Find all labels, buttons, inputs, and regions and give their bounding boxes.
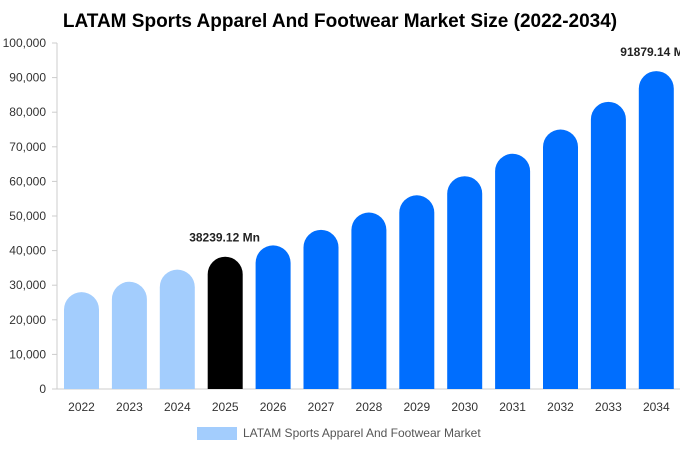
x-tick-label: 2026 [260,400,287,414]
x-tick-label: 2033 [595,400,622,414]
x-tick-label: 2024 [164,400,191,414]
bar[interactable] [303,229,339,389]
y-tick-label: 20,000 [9,313,46,327]
y-tick-label: 100,000 [3,36,47,50]
x-tick-label: 2031 [499,400,526,414]
x-tick-label: 2022 [68,400,95,414]
legend[interactable]: LATAM Sports Apparel And Footwear Market [197,426,481,440]
bar[interactable] [543,129,578,390]
bar[interactable] [159,269,195,389]
y-tick-label: 10,000 [9,347,46,361]
bar[interactable] [590,101,626,389]
bars [64,71,674,389]
x-tick-label: 2028 [356,400,383,414]
y-tick-label: 70,000 [9,140,46,154]
bar[interactable] [447,176,483,389]
bar[interactable] [207,256,243,389]
legend-swatch [197,427,237,440]
bar[interactable] [255,245,291,389]
bar[interactable] [495,153,531,389]
data-labels: 38239.12 Mn 91879.14 Mn [189,45,680,245]
y-tick-label: 90,000 [9,71,46,85]
bar[interactable] [64,292,99,389]
x-tick-label: 2023 [116,400,143,414]
legend-label: LATAM Sports Apparel And Footwear Market [243,426,481,440]
x-tick-label: 2034 [643,400,670,414]
y-tick-label: 30,000 [9,278,46,292]
x-tick-label: 2025 [212,400,239,414]
y-tick-label: 80,000 [9,105,46,119]
chart-title: LATAM Sports Apparel And Footwear Market… [63,11,617,32]
data-label: 38239.12 Mn [189,231,260,245]
bar[interactable] [638,71,674,389]
bar[interactable] [351,212,387,389]
x-tick-label: 2030 [451,400,478,414]
bar[interactable] [111,281,147,389]
y-tick-label: 40,000 [9,244,46,258]
data-label: 91879.14 Mn [620,45,680,59]
x-tick-label: 2029 [403,400,430,414]
x-tick-label: 2027 [308,400,335,414]
y-tick-label: 50,000 [9,209,46,223]
x-axis: 2022 2023 2024 2025 2026 2027 2028 2029 2030 2031… [57,388,680,414]
y-tick-label: 0 [39,382,46,396]
y-axis: 0 10,000 20,000 30,000 40,000 50,000 60,000 70,… [3,36,58,396]
y-tick-label: 60,000 [9,174,46,188]
bar[interactable] [399,195,435,389]
x-tick-label: 2032 [547,400,574,414]
